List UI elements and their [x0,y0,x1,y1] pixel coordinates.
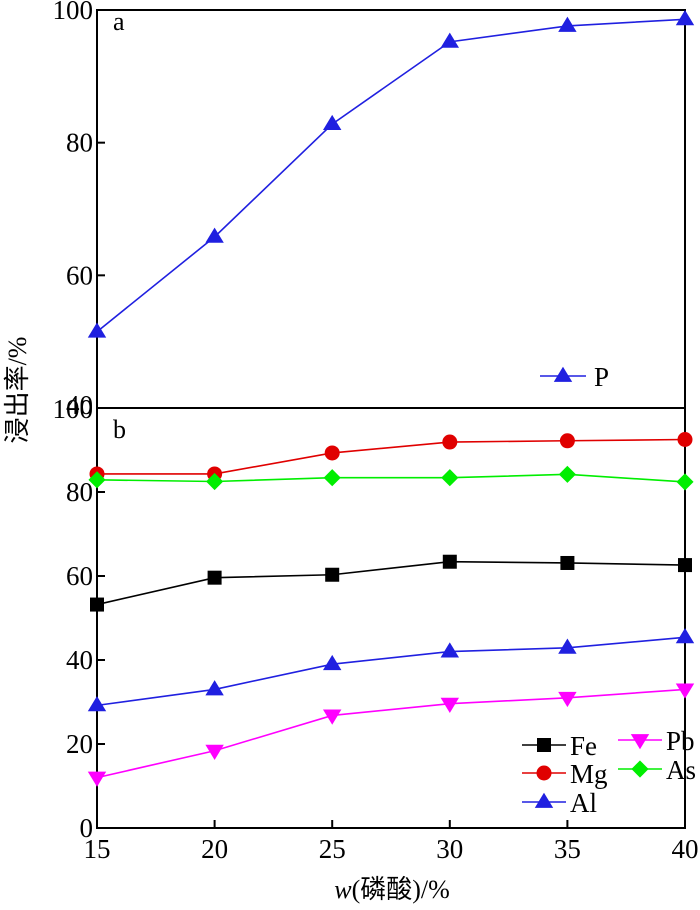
panel-label-a: a [113,7,125,36]
data-point-Pb [205,744,224,760]
data-point-Fe [90,597,104,612]
panel-label-b: b [113,415,126,444]
x-tick-label: 35 [554,834,581,864]
x-tick-label: 25 [319,834,346,864]
legend-marker [630,734,650,750]
y-tick-label: 0 [80,813,94,843]
data-point-P [440,32,460,48]
y-tick-label: 60 [66,260,93,290]
series-Al [87,628,695,712]
data-point-Al [558,638,577,654]
series-line-Fe [96,560,686,606]
legend-marker [553,366,573,382]
x-axis-title-italic: w [334,875,352,904]
data-point-Al [440,642,460,658]
series-line-Pb [96,688,686,779]
series-Mg [89,432,693,482]
series-P [87,10,695,338]
data-point-Mg [677,432,693,447]
x-axis-title: w(磷酸)/% [334,875,450,904]
x-axis: 15 20 25 30 35 40 [84,820,699,864]
data-point-Al [322,654,342,671]
data-point-Al [205,680,224,696]
data-point-P [322,114,342,131]
y-tick-label: 80 [66,477,93,507]
data-point-Mg [559,433,575,449]
data-point-Fe [325,567,340,582]
y-tick-label: 80 [66,128,93,158]
panel-a: 40 60 80 100 a P [53,0,695,420]
y-tick-label: 20 [66,729,93,759]
data-point-P [558,16,577,32]
data-point-P [205,227,224,243]
data-point-As [88,471,106,489]
data-point-As [558,465,576,483]
legend-marker [537,738,551,752]
plot-frame-a [96,9,686,409]
data-point-As [323,469,341,487]
data-point-Fe [560,555,575,570]
plot-frame-b [96,407,686,829]
data-point-Pb [675,683,695,699]
legend-label: Mg [570,759,608,789]
series-line-P [96,18,686,333]
x-tick-label: 40 [672,834,699,864]
data-point-Al [675,628,695,644]
data-point-Fe [678,558,692,573]
y-tick-label: 100 [53,0,94,25]
legend-marker [534,792,554,808]
x-tick-label: 15 [84,834,111,864]
x-tick-label: 20 [201,834,228,864]
data-point-As [676,473,694,491]
x-tick-label: 30 [436,834,463,864]
data-point-Mg [324,445,340,461]
y-tick-label: 100 [53,394,94,424]
series-As [88,465,694,491]
data-point-Pb [322,709,342,725]
legend-label: P [594,362,609,392]
data-point-Pb [87,771,107,787]
legend-label: Pb [666,726,695,756]
x-axis-title-rest: (磷酸)/% [352,875,450,904]
series-line-Mg [97,438,686,475]
data-point-P [87,322,107,338]
data-point-As [441,469,459,487]
data-point-Mg [442,434,458,450]
series-line-Al [96,636,686,707]
legend-marker [536,765,552,781]
y-axis-title: 浸出率/% [3,337,32,444]
data-point-Pb [558,691,577,708]
legend-label: Al [570,788,597,818]
data-point-Al [87,696,107,712]
legend-label: As [666,755,696,785]
y-tick-label: 40 [66,390,93,420]
y-tick-label: 40 [66,645,93,675]
legend-label: Fe [570,731,597,761]
data-point-As [206,472,224,491]
legend-marker [631,760,649,778]
data-point-P [675,10,695,26]
series-line-As [96,473,686,483]
data-point-Pb [440,697,460,713]
legend-a: P [540,362,609,392]
data-point-Fe [442,554,457,569]
y-tick-label: 60 [66,561,93,591]
series-Pb [87,683,695,787]
series-Fe [90,554,692,612]
data-point-Fe [207,570,222,585]
